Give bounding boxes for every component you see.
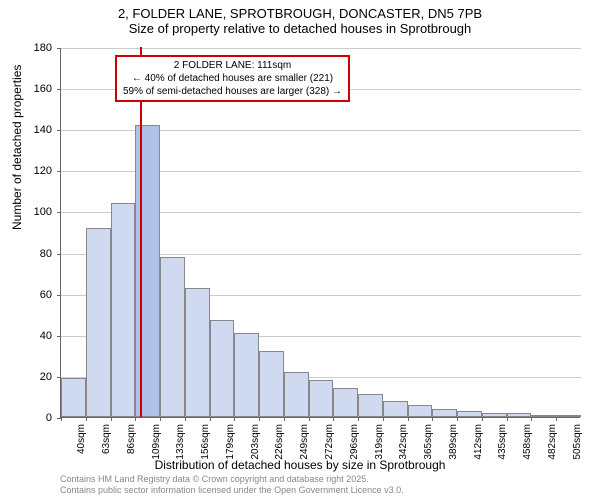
x-tick-label: 389sqm	[448, 424, 459, 460]
plot-area	[60, 48, 580, 418]
x-tick-mark	[111, 417, 112, 421]
histogram-bar	[61, 378, 86, 417]
x-tick-label: 109sqm	[151, 424, 162, 460]
x-tick-label: 319sqm	[374, 424, 385, 460]
y-tick-label: 60	[0, 289, 52, 301]
y-tick-mark	[57, 295, 61, 296]
x-tick-mark	[86, 417, 87, 421]
y-tick-label: 40	[0, 330, 52, 342]
x-tick-mark	[234, 417, 235, 421]
x-tick-label: 482sqm	[547, 424, 558, 460]
x-tick-mark	[507, 417, 508, 421]
histogram-bar	[160, 257, 185, 417]
histogram-bar	[358, 394, 383, 417]
x-tick-mark	[185, 417, 186, 421]
x-tick-mark	[432, 417, 433, 421]
histogram-bar	[284, 372, 309, 417]
x-tick-label: 40sqm	[76, 424, 87, 454]
x-tick-label: 458sqm	[522, 424, 533, 460]
marker-line	[140, 47, 142, 417]
title-line-1: 2, FOLDER LANE, SPROTBROUGH, DONCASTER, …	[0, 6, 600, 21]
x-tick-label: 226sqm	[274, 424, 285, 460]
y-tick-label: 120	[0, 165, 52, 177]
x-tick-label: 179sqm	[225, 424, 236, 460]
x-tick-label: 435sqm	[497, 424, 508, 460]
x-tick-label: 63sqm	[101, 424, 112, 454]
y-tick-label: 20	[0, 371, 52, 383]
histogram-bar	[333, 388, 358, 417]
annotation-box: 2 FOLDER LANE: 111sqm ← 40% of detached …	[115, 55, 350, 102]
y-tick-label: 180	[0, 42, 52, 54]
title-line-2: Size of property relative to detached ho…	[0, 21, 600, 36]
histogram-bar	[531, 415, 556, 417]
x-tick-mark	[457, 417, 458, 421]
annotation-line-1: 2 FOLDER LANE: 111sqm	[123, 59, 342, 72]
y-tick-mark	[57, 171, 61, 172]
y-tick-label: 0	[0, 412, 52, 424]
y-tick-mark	[57, 48, 61, 49]
histogram-bar	[259, 351, 284, 417]
x-tick-mark	[309, 417, 310, 421]
y-tick-mark	[57, 130, 61, 131]
histogram-bar	[432, 409, 457, 417]
x-tick-mark	[259, 417, 260, 421]
title-block: 2, FOLDER LANE, SPROTBROUGH, DONCASTER, …	[0, 6, 600, 36]
histogram-bar	[185, 288, 210, 418]
histogram-bar	[111, 203, 136, 417]
x-tick-mark	[333, 417, 334, 421]
x-tick-label: 133sqm	[175, 424, 186, 460]
footer-line-2: Contains public sector information licen…	[60, 485, 404, 496]
histogram-bar	[383, 401, 408, 417]
x-tick-mark	[383, 417, 384, 421]
histogram-bar	[86, 228, 111, 417]
x-tick-label: 272sqm	[324, 424, 335, 460]
x-tick-mark	[482, 417, 483, 421]
footer: Contains HM Land Registry data © Crown c…	[60, 474, 404, 496]
y-tick-mark	[57, 212, 61, 213]
x-tick-label: 365sqm	[423, 424, 434, 460]
grid-line	[61, 48, 581, 49]
y-tick-label: 80	[0, 248, 52, 260]
x-tick-label: 296sqm	[349, 424, 360, 460]
histogram-bar	[482, 413, 507, 417]
annotation-line-2: ← 40% of detached houses are smaller (22…	[123, 72, 342, 85]
x-tick-label: 156sqm	[200, 424, 211, 460]
x-tick-mark	[531, 417, 532, 421]
y-tick-label: 160	[0, 83, 52, 95]
histogram-bar	[408, 405, 433, 417]
x-tick-label: 86sqm	[126, 424, 137, 454]
x-tick-mark	[135, 417, 136, 421]
y-tick-mark	[57, 254, 61, 255]
x-tick-mark	[160, 417, 161, 421]
x-tick-label: 203sqm	[250, 424, 261, 460]
x-tick-mark	[408, 417, 409, 421]
annotation-line-3: 59% of semi-detached houses are larger (…	[123, 85, 342, 98]
histogram-bar	[507, 413, 532, 417]
x-tick-label: 249sqm	[299, 424, 310, 460]
histogram-bar	[135, 125, 160, 417]
x-tick-mark	[556, 417, 557, 421]
y-tick-mark	[57, 336, 61, 337]
x-tick-label: 412sqm	[473, 424, 484, 460]
x-tick-mark	[210, 417, 211, 421]
histogram-bar	[210, 320, 235, 417]
footer-line-1: Contains HM Land Registry data © Crown c…	[60, 474, 404, 485]
x-axis-label: Distribution of detached houses by size …	[0, 458, 600, 472]
x-tick-label: 505sqm	[572, 424, 583, 460]
y-tick-label: 100	[0, 206, 52, 218]
x-tick-label: 342sqm	[398, 424, 409, 460]
histogram-bar	[556, 415, 581, 417]
x-tick-mark	[284, 417, 285, 421]
histogram-bar	[234, 333, 259, 417]
chart-container: 2, FOLDER LANE, SPROTBROUGH, DONCASTER, …	[0, 0, 600, 500]
histogram-bar	[309, 380, 334, 417]
histogram-bar	[457, 411, 482, 417]
x-tick-mark	[61, 417, 62, 421]
y-tick-mark	[57, 89, 61, 90]
x-tick-mark	[358, 417, 359, 421]
y-tick-label: 140	[0, 124, 52, 136]
